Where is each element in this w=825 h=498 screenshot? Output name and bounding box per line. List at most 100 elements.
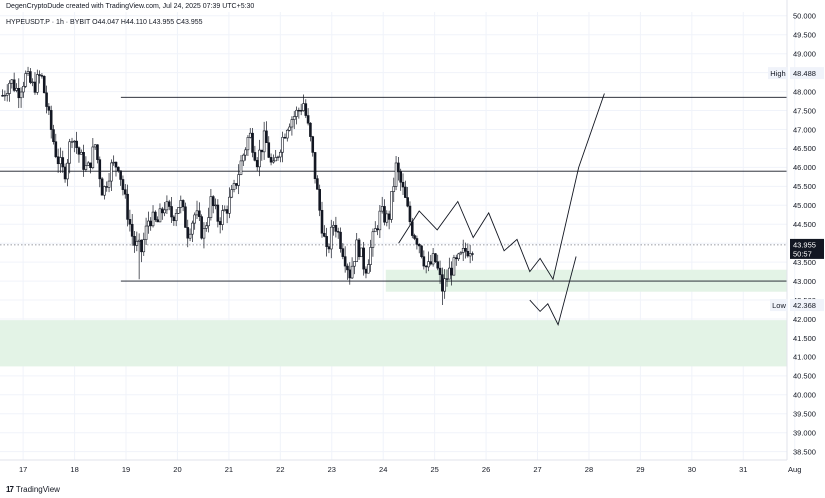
candle-body xyxy=(369,247,372,265)
candle-body xyxy=(26,71,30,74)
candle-body xyxy=(103,186,106,196)
candle-body xyxy=(54,141,58,158)
candle-body xyxy=(100,178,104,196)
candle-body xyxy=(42,75,46,94)
candle-body xyxy=(86,162,90,166)
y-tick-label: 46.500 xyxy=(793,144,816,153)
candle-body xyxy=(73,140,76,143)
projection-path-1[interactable] xyxy=(398,93,605,281)
candle-body xyxy=(216,204,220,222)
candle-body xyxy=(413,235,416,239)
candle-body xyxy=(119,170,122,180)
candle-body xyxy=(459,252,463,255)
high-value: 48.488 xyxy=(793,69,816,78)
y-tick-label: 41.000 xyxy=(793,353,816,362)
candle-body xyxy=(383,206,386,223)
candle-body xyxy=(316,178,319,190)
candle-body xyxy=(394,162,398,187)
symbol-info: HYPEUSDT.P · 1h · BYBIT O44.047 H44.110 … xyxy=(6,19,203,26)
candle-body xyxy=(5,93,9,96)
candle-body xyxy=(422,256,426,267)
candle-body xyxy=(31,81,34,84)
x-tick-label: 27 xyxy=(533,465,541,474)
candle-body xyxy=(56,156,60,165)
candle-body xyxy=(302,103,305,111)
candle-body xyxy=(105,186,109,188)
candle-body xyxy=(200,216,203,239)
candle-body xyxy=(255,160,259,168)
candle-body xyxy=(295,109,298,117)
candle-body xyxy=(10,79,14,84)
last-price-value: 43.955 xyxy=(793,240,816,249)
candle-body xyxy=(385,213,389,223)
symbol-label[interactable]: HYPEUSDT.P · 1h · BYBIT xyxy=(6,19,91,26)
candle-body xyxy=(378,210,382,231)
x-tick-label: 22 xyxy=(276,465,284,474)
candle-body xyxy=(121,179,125,190)
candle-body xyxy=(35,74,39,93)
candle-body xyxy=(117,166,120,172)
candle-body xyxy=(392,186,396,192)
candle-body xyxy=(353,261,356,267)
candle-body xyxy=(191,222,194,235)
candle-body xyxy=(346,265,349,271)
candle-body xyxy=(306,115,310,124)
x-tick-label: 19 xyxy=(122,465,130,474)
candle-body xyxy=(179,200,183,208)
candle-body xyxy=(167,201,171,207)
candle-body xyxy=(350,265,354,279)
candle-body xyxy=(149,220,153,227)
y-tick-label: 47.000 xyxy=(793,125,816,134)
candle-body xyxy=(15,87,18,91)
candle-body xyxy=(22,85,25,93)
y-tick-label: 42.000 xyxy=(793,315,816,324)
candle-body xyxy=(59,157,62,165)
demand-zone-2[interactable] xyxy=(0,320,787,367)
candle-body xyxy=(427,261,430,268)
candle-body xyxy=(429,261,433,265)
candle-body xyxy=(61,157,65,168)
y-tick-label: 49.500 xyxy=(793,31,816,40)
candle-body xyxy=(174,213,178,222)
candle-body xyxy=(318,189,321,211)
x-tick-label: 26 xyxy=(482,465,490,474)
candle-body xyxy=(373,228,377,233)
candle-body xyxy=(29,71,32,83)
candle-body xyxy=(265,130,268,144)
candle-body xyxy=(126,193,129,220)
candle-body xyxy=(468,253,472,257)
x-tick-label: 21 xyxy=(225,465,233,474)
low-label-bg xyxy=(770,299,788,312)
candle-body xyxy=(140,239,143,253)
y-tick-label: 41.500 xyxy=(793,334,816,343)
candle-body xyxy=(327,246,331,250)
y-tick-label: 48.000 xyxy=(793,87,816,96)
candle-body xyxy=(3,94,7,97)
candle-body xyxy=(144,225,148,240)
candle-body xyxy=(248,132,252,138)
candle-body xyxy=(82,152,85,170)
projection-path-2[interactable] xyxy=(529,256,577,326)
candle-body xyxy=(228,196,231,214)
x-tick-label: 31 xyxy=(739,465,747,474)
candle-body xyxy=(1,95,4,97)
tradingview-logo[interactable]: 17 TradingView xyxy=(6,485,60,494)
candle-body xyxy=(274,157,278,162)
candle-body xyxy=(147,220,150,227)
candle-body xyxy=(24,73,28,87)
x-tick-label: 18 xyxy=(70,465,78,474)
candle-body xyxy=(186,227,190,239)
candle-body xyxy=(436,261,440,269)
candle-body xyxy=(410,221,414,236)
last-price-tag[interactable] xyxy=(790,238,824,259)
candle-body xyxy=(158,208,162,223)
candle-body xyxy=(142,239,146,253)
candle-body xyxy=(98,159,102,180)
candle-body xyxy=(343,256,347,267)
high-label-bg xyxy=(768,67,788,80)
candle-body xyxy=(172,216,176,222)
low-value-bg xyxy=(790,299,824,312)
candle-body xyxy=(285,129,289,139)
candle-body xyxy=(244,149,247,156)
